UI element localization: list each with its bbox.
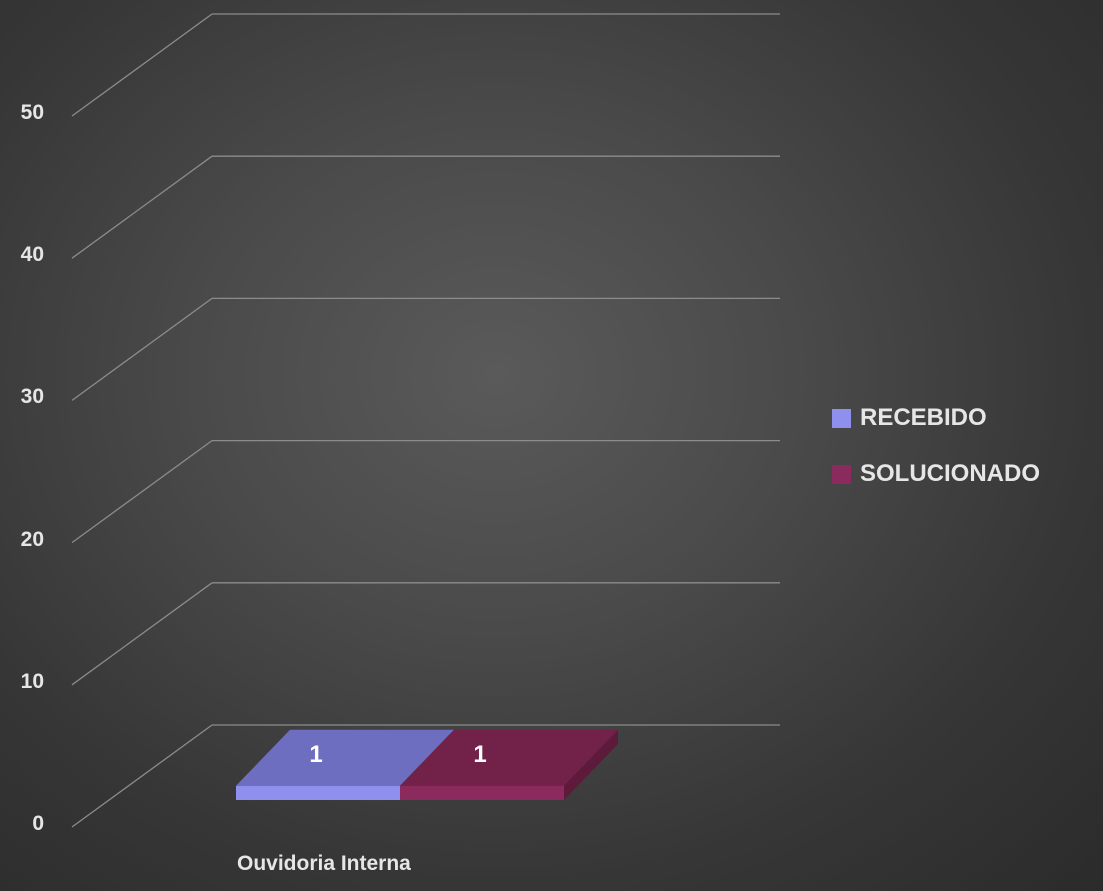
y-tick-label: 50 — [20, 101, 44, 124]
chart-legend: RECEBIDO SOLUCIONADO — [832, 390, 1040, 502]
gridline-depth-10 — [71, 582, 213, 686]
bar-front-solucionado — [400, 785, 564, 800]
category-label: Ouvidoria Interna — [237, 852, 411, 875]
data-label-recebido: 1 — [309, 741, 322, 768]
gridline-depth-0 — [71, 724, 213, 828]
data-label-solucionado: 1 — [473, 741, 486, 768]
legend-item-solucionado: SOLUCIONADO — [832, 446, 1040, 502]
legend-item-recebido: RECEBIDO — [832, 390, 1040, 446]
y-tick-label: 40 — [20, 243, 44, 267]
y-tick-label: 20 — [20, 527, 44, 551]
legend-label-solucionado: SOLUCIONADO — [860, 460, 1040, 487]
y-tick-label: 0 — [32, 812, 44, 835]
gridline-depth-20 — [71, 440, 213, 544]
legend-swatch-solucionado — [832, 464, 851, 484]
y-tick-label: 30 — [20, 385, 44, 409]
bar-side-solucionado — [564, 729, 618, 800]
legend-swatch-recebido — [832, 408, 851, 428]
bar-top-recebido — [236, 729, 454, 786]
gridline-depth-40 — [71, 155, 213, 259]
gridline-depth-50 — [71, 13, 213, 117]
bar-front-recebido — [236, 785, 400, 800]
gridline-depth-30 — [71, 297, 213, 401]
legend-label-recebido: RECEBIDO — [860, 404, 987, 431]
y-tick-label: 10 — [20, 669, 44, 693]
bar-top-solucionado — [400, 729, 618, 786]
